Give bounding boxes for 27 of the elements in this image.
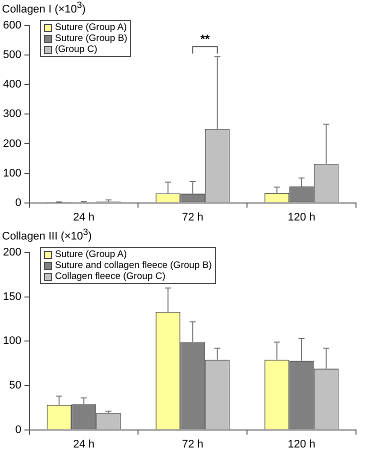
y-tick-label: 200 <box>2 246 22 259</box>
x-tick-label: 120 h <box>288 438 316 450</box>
y-tick-label: 50 <box>9 380 22 392</box>
annotation: ** <box>200 32 210 46</box>
y-tick-label: 150 <box>2 290 22 303</box>
legend-label: Suture (Group A) <box>55 22 127 33</box>
y-tick-label: 600 <box>2 20 22 32</box>
x-tick-label: 120 h <box>288 211 316 224</box>
chart-title: Collagen I (×10$^{3}$) <box>1 0 87 16</box>
legend-label: Suture and collagen fleece (Group B) <box>55 260 212 271</box>
y-tick-label: 500 <box>2 49 22 62</box>
chart-title: Collagen III (×10$^{3}$) <box>1 227 93 243</box>
legend-label: Collagen fleece (Group C) <box>55 271 166 282</box>
legend-label: Suture (Group A) <box>55 249 127 260</box>
x-tick-label: 72 h <box>182 211 204 224</box>
x-tick-label: 24 h <box>73 211 95 224</box>
legend-label: Suture (Group B) <box>55 33 128 44</box>
legend-label: (Group C) <box>55 44 98 55</box>
y-tick-label: 0 <box>15 196 22 209</box>
y-tick-label: 100 <box>2 335 22 348</box>
y-tick-label: 200 <box>2 138 22 150</box>
y-tick-label: 300 <box>2 108 22 120</box>
y-tick-label: 400 <box>2 78 22 91</box>
x-tick-label: 72 h <box>182 438 204 450</box>
y-tick-label: 100 <box>2 167 22 180</box>
x-tick-label: 24 h <box>73 438 95 450</box>
y-tick-label: 0 <box>15 424 22 436</box>
